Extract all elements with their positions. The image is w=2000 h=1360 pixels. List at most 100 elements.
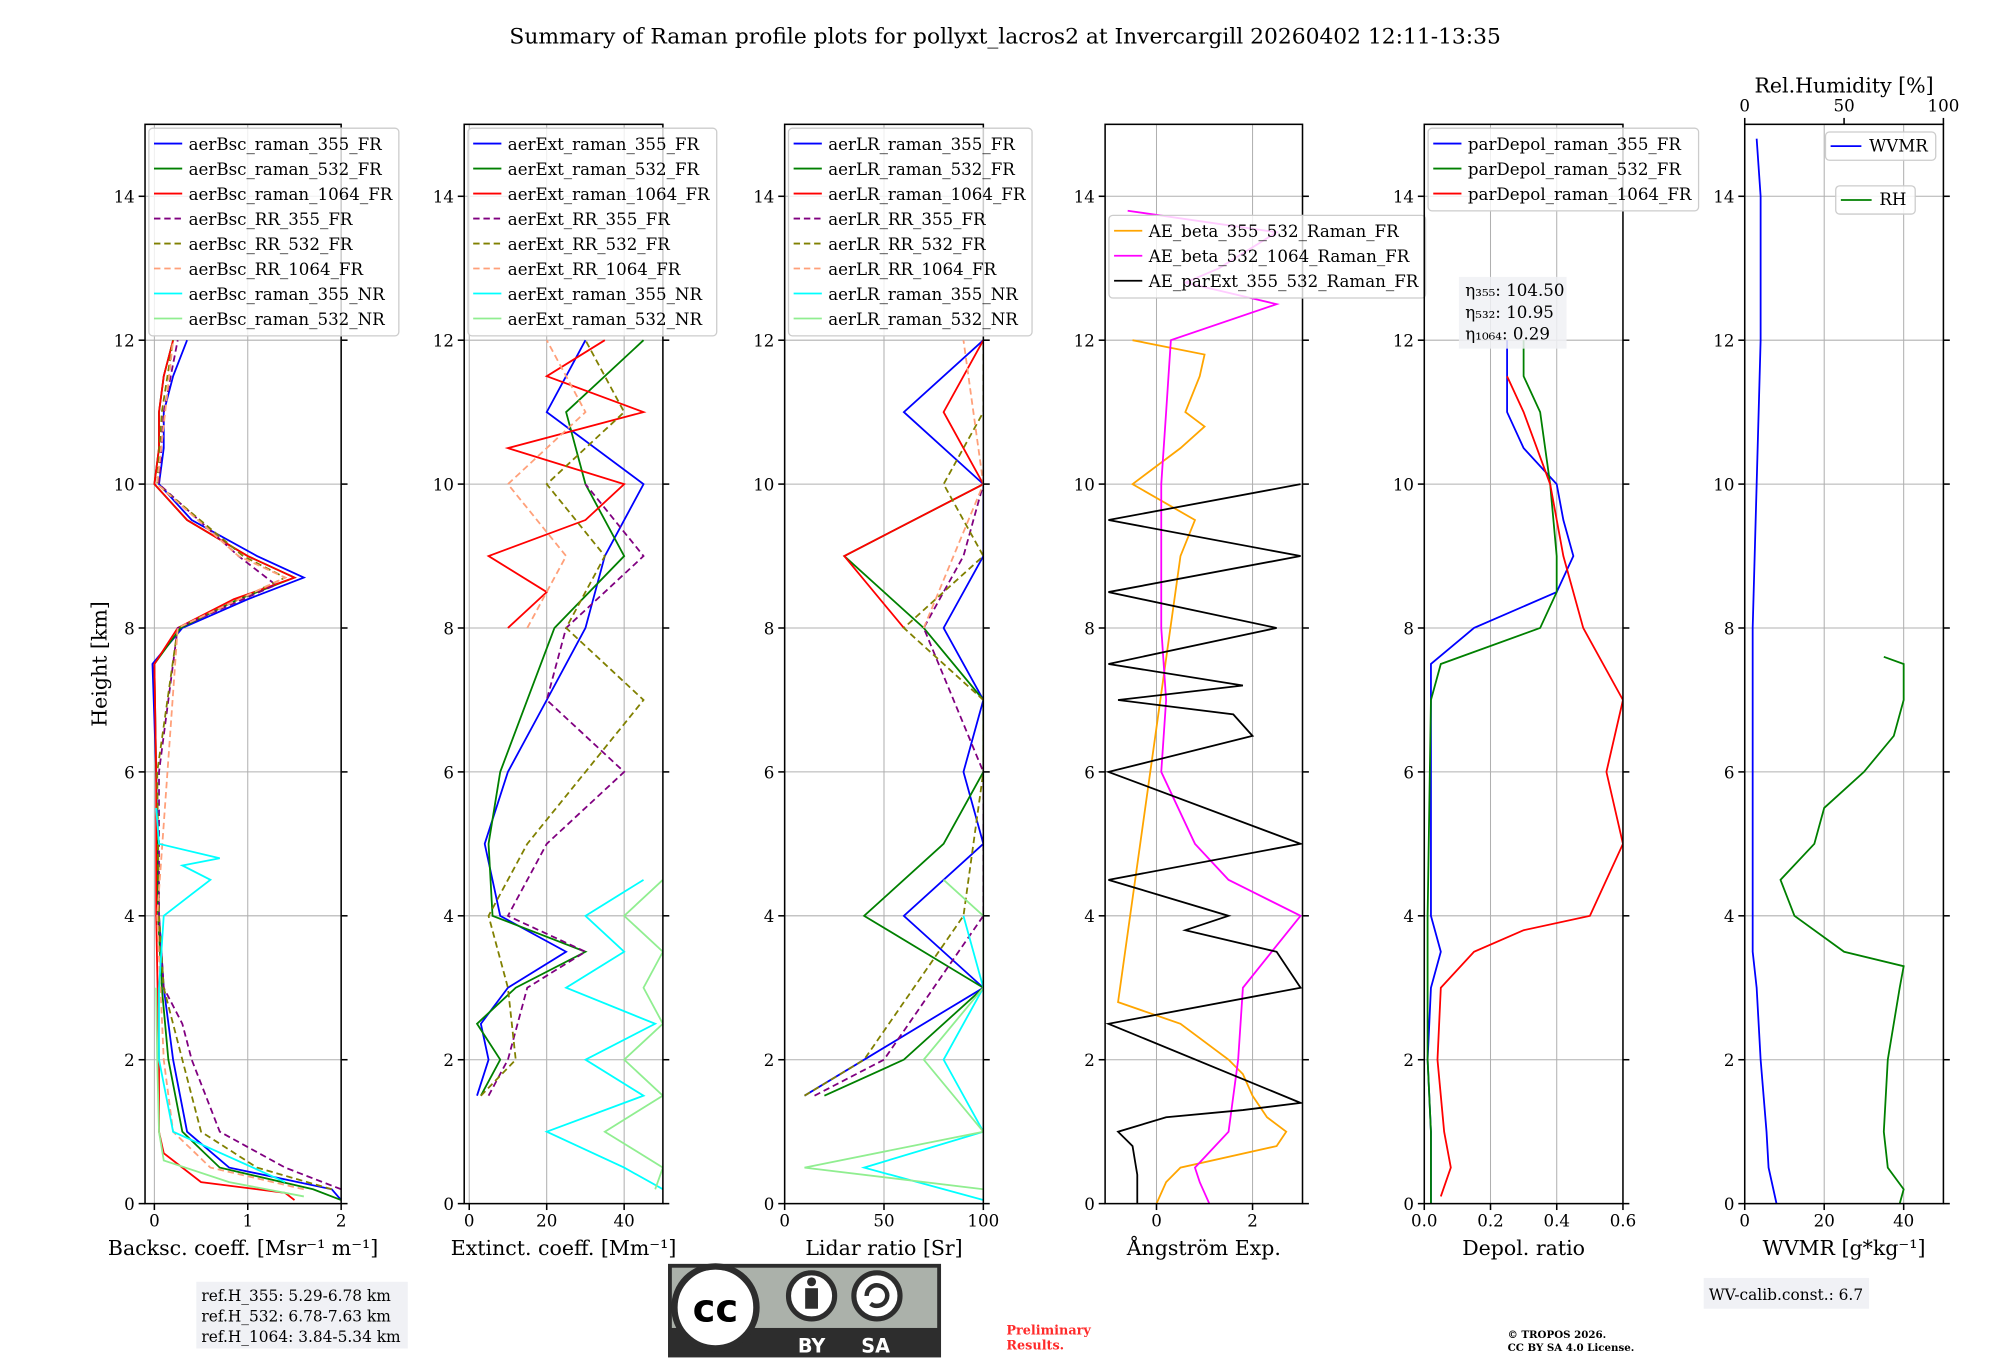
series-group xyxy=(475,339,663,1191)
legend-label: aerLR_raman_355_FR xyxy=(828,135,1015,154)
legend-label: aerBsc_raman_532_NR xyxy=(189,310,386,329)
x-tick-label: 0 xyxy=(1151,1212,1162,1231)
series-line-parDepol_raman_1064_FR xyxy=(1436,375,1623,1197)
y-tick-label: 14 xyxy=(1393,188,1414,207)
y-tick-label: 2 xyxy=(1403,1051,1414,1070)
y-tick-label: 12 xyxy=(1713,332,1734,351)
axes-frame xyxy=(1423,123,1624,1205)
y-tick-label: 14 xyxy=(433,188,454,207)
y-tick-label: 10 xyxy=(114,476,135,495)
legend-WVMR: WVMR xyxy=(1824,131,1937,161)
legend: aerLR_raman_355_FR aerLR_raman_532_FR aerL… xyxy=(787,127,1033,337)
y-tick-label: 2 xyxy=(1724,1051,1735,1070)
panel-3: 0 2 4 6 8 10 12 14 0 50 100 Lidar ratio [Sr] aerLR_r… xyxy=(753,123,1033,1260)
series-group xyxy=(151,339,342,1201)
series-group xyxy=(1751,138,1905,1204)
legend-label: AE_beta_355_532_Raman_FR xyxy=(1148,222,1399,241)
panel-5: 0 2 4 6 8 10 12 14 0.0 0.2 0.4 0.6 Depol. ratio parDe… xyxy=(1393,123,1700,1260)
legend-label: aerBsc_RR_1064_FR xyxy=(189,260,364,279)
x-axis-label: Extinct. coeff. [Mm⁻¹] xyxy=(451,1236,677,1260)
y-tick-label: 10 xyxy=(1713,476,1734,495)
legend-label: aerLR_RR_355_FR xyxy=(828,210,986,229)
series-line-AE_beta_355_532_Raman_FR xyxy=(1117,339,1288,1204)
series-line-aerExt_raman_532_NR xyxy=(603,879,663,1190)
y-tick-label: 8 xyxy=(443,619,454,638)
legend-label: aerBsc_RR_355_FR xyxy=(189,210,353,229)
wv-calib-annotation: WV-calib.const.: 6.7 xyxy=(1703,1277,1870,1309)
x-tick-label: 0 xyxy=(1739,1212,1750,1231)
cc-icon xyxy=(671,1263,760,1352)
series-line-aerExt_raman_1064_FR xyxy=(486,339,647,629)
y-tick-label: 12 xyxy=(1074,332,1095,351)
y-tick-label: 0 xyxy=(1403,1195,1414,1214)
legend-RH: RH xyxy=(1835,185,1916,215)
legend-label: aerExt_raman_1064_FR xyxy=(508,185,710,204)
x-axis-label: Backsc. coeff. [Msr⁻¹ m⁻¹] xyxy=(108,1236,378,1260)
series-line-AE_parExt_355_532_Raman_FR xyxy=(1105,483,1303,1204)
legend-box xyxy=(787,127,1033,337)
y-tick-label: 8 xyxy=(1084,619,1095,638)
legend-label: aerLR_raman_532_FR xyxy=(828,160,1015,179)
legend-label: aerBsc_raman_355_FR xyxy=(189,135,383,154)
eta-annotation: η₃₅₅: 104.50 η₅₃₂: 10.95 η₁₀₆₄: 0.29 xyxy=(1458,276,1567,349)
legend-label: AE_beta_532_1064_Raman_FR xyxy=(1148,247,1410,266)
cc-by-sa-logo: cc BY SA xyxy=(668,1263,942,1358)
ref-height-1064: ref.H_1064: 3.84-5.34 km xyxy=(201,1328,401,1346)
top-x-tick-label: 0 xyxy=(1739,97,1750,116)
axes-frame xyxy=(463,123,664,1205)
series-line-aerBsc_raman_532_NR xyxy=(155,987,305,1198)
panel-6: 0 2 4 6 8 10 12 14 0 20 40 WVMR [g*kg⁻¹] 0 50 100Rel.H… xyxy=(1703,73,1959,1309)
ref-height-532: ref.H_532: 6.78-7.63 km xyxy=(201,1308,391,1326)
y-tick-label: 6 xyxy=(1403,763,1414,782)
license-by: BY xyxy=(798,1334,827,1357)
legend-box xyxy=(1824,131,1937,161)
y-tick-label: 4 xyxy=(443,907,454,926)
ref-height-box: ref.H_355: 5.29-6.78 km ref.H_532: 6.78-… xyxy=(196,1281,408,1349)
legend-box xyxy=(467,127,718,337)
share-alike-icon xyxy=(851,1270,903,1322)
legend-label: RH xyxy=(1879,190,1906,209)
x-tick-label: 20 xyxy=(1814,1212,1835,1231)
legend-label: aerLR_raman_1064_FR xyxy=(828,185,1026,204)
axes-frame xyxy=(783,123,985,1205)
legend: aerBsc_raman_355_FR aerBsc_raman_532_FRae… xyxy=(148,127,400,337)
legend-box xyxy=(1427,127,1700,212)
series-line-aerExt_raman_355_NR xyxy=(544,879,663,1191)
y-tick-label: 8 xyxy=(764,619,775,638)
y-tick-label: 14 xyxy=(753,188,774,207)
y-tick-label: 6 xyxy=(764,763,775,782)
legend-label: aerLR_RR_1064_FR xyxy=(828,260,996,279)
y-tick-label: 10 xyxy=(1393,476,1414,495)
axes-frame xyxy=(1743,123,1945,1205)
x-tick-label: 40 xyxy=(614,1212,635,1231)
y-tick-label: 10 xyxy=(433,476,454,495)
y-tick-label: 8 xyxy=(1403,619,1414,638)
series-line-aerLR_raman_355_FR xyxy=(804,339,984,1097)
series-line-aerBsc_raman_355_NR xyxy=(155,807,286,1183)
legend-label: aerLR_raman_355_NR xyxy=(828,285,1018,304)
legend-box xyxy=(1108,214,1427,299)
copyright-1: © TROPOS 2026. xyxy=(1508,1329,1607,1341)
legend-label: aerExt_raman_532_FR xyxy=(508,160,700,179)
legend-label: aerBsc_RR_532_FR xyxy=(189,235,353,254)
legend-label: aerBsc_raman_1064_FR xyxy=(189,185,393,204)
series-line-aerExt_RR_355_FR xyxy=(487,483,645,1097)
cc-text: cc xyxy=(693,1287,739,1332)
legend-label: aerExt_RR_1064_FR xyxy=(508,260,681,279)
y-tick-label: 6 xyxy=(1084,763,1095,782)
annotation-box xyxy=(1458,276,1567,349)
series-line-RH xyxy=(1779,655,1905,1204)
x-tick-label: 2 xyxy=(336,1212,347,1231)
y-tick-label: 4 xyxy=(764,907,775,926)
legend: AE_beta_355_532_Raman_FR AE_beta_532_1064… xyxy=(1108,214,1427,299)
legend-label: parDepol_raman_355_FR xyxy=(1468,135,1681,154)
x-tick-label: 0 xyxy=(779,1212,790,1231)
y-tick-label: 6 xyxy=(443,763,454,782)
series-group xyxy=(1105,209,1303,1204)
ref-height-355: ref.H_355: 5.29-6.78 km xyxy=(201,1287,391,1305)
x-tick-label: 2 xyxy=(1247,1212,1258,1231)
legend-box xyxy=(1835,185,1916,215)
series-line-aerLR_RR_1064_FR xyxy=(922,340,984,629)
x-axis-label: WVMR [g*kg⁻¹] xyxy=(1763,1236,1926,1260)
